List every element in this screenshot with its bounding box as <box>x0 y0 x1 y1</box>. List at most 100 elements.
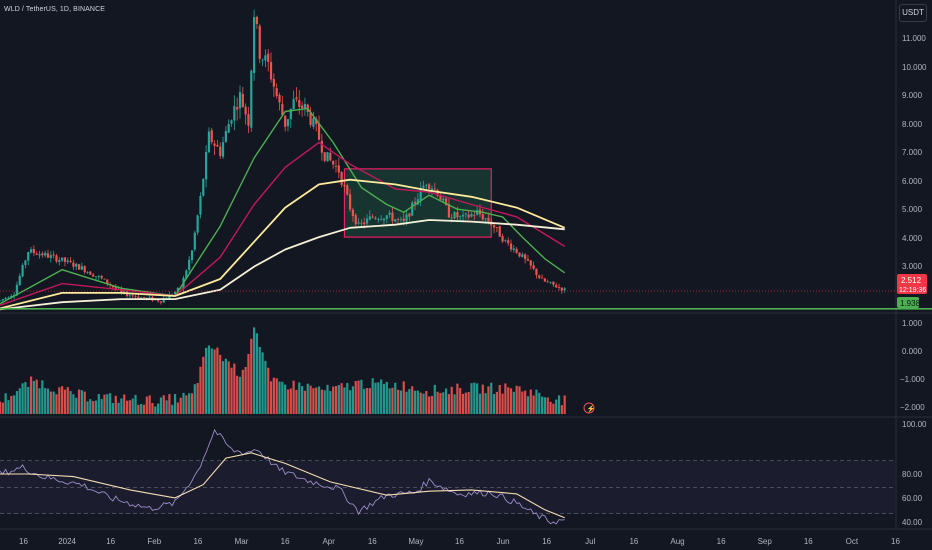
candle-body <box>199 196 202 215</box>
candle-body <box>346 185 349 195</box>
oscillator-tick: 1.000 <box>902 319 923 328</box>
oscillator-bar <box>374 382 377 414</box>
candle-body <box>58 260 61 262</box>
candle-body <box>360 222 363 224</box>
alert-marker-icon[interactable] <box>583 402 595 414</box>
oscillator-bar <box>103 394 106 414</box>
candle-body <box>94 276 98 278</box>
oscillator-bar <box>44 388 47 414</box>
candle-body <box>481 214 484 220</box>
oscillator-bar <box>442 392 445 414</box>
oscillator-axis[interactable]: 1.000 0.000 −1.000 −2.000 <box>900 319 925 412</box>
rsi-tick: 80.00 <box>902 470 923 479</box>
candle-body <box>422 185 425 188</box>
oscillator-bar <box>405 391 408 414</box>
candle-body <box>450 217 453 219</box>
oscillator-bar <box>157 403 160 414</box>
candle-body <box>86 272 89 273</box>
candle-body <box>411 202 414 216</box>
rsi-layer <box>0 428 565 525</box>
candle-body <box>44 252 47 256</box>
candle-body <box>100 275 103 279</box>
oscillator-bar <box>428 396 431 414</box>
oscillator-bar <box>495 391 499 414</box>
candle-body <box>515 248 518 253</box>
oscillator-bar <box>557 395 561 414</box>
oscillator-bar <box>134 394 137 414</box>
oscillator-bar <box>10 395 13 414</box>
oscillator-bar <box>69 391 72 414</box>
candle-body <box>470 214 473 217</box>
oscillator-bar <box>507 387 510 414</box>
candle-body <box>207 131 211 153</box>
candle-body <box>543 278 547 282</box>
price-axis[interactable]: 11.000 10.000 9.000 8.000 7.000 6.000 5.… <box>902 34 927 271</box>
time-tick: 16 <box>281 537 290 546</box>
oscillator-bar <box>145 396 148 414</box>
time-tick: 16 <box>891 537 900 546</box>
candle-body <box>464 213 467 215</box>
currency-button[interactable]: USDT <box>899 4 927 22</box>
candle-body <box>348 194 352 210</box>
price-tick: 3.000 <box>902 262 923 271</box>
oscillator-bar <box>80 390 83 414</box>
candle-body <box>15 284 19 296</box>
rsi-panel-bg <box>0 417 896 529</box>
oscillator-bar <box>77 389 81 414</box>
candle-body <box>159 301 163 303</box>
oscillator-bar <box>247 353 250 414</box>
oscillator-bar <box>535 389 538 414</box>
candle-body <box>55 255 58 262</box>
candle-body <box>552 281 555 285</box>
oscillator-bar <box>461 393 465 414</box>
symbol-title[interactable]: WLD / TetherUS, 1D, BINANCE <box>4 6 105 13</box>
oscillator-bar <box>86 401 89 414</box>
candle-body <box>540 277 544 279</box>
bar-countdown: 12:19:36 <box>899 287 926 294</box>
oscillator-bar <box>295 389 298 414</box>
candle-body <box>111 285 115 288</box>
candle-body <box>140 297 143 299</box>
oscillator-bar <box>450 386 453 414</box>
oscillator-layer <box>0 327 566 414</box>
oscillator-bar <box>385 381 388 414</box>
candle-body <box>357 222 360 224</box>
candle-body <box>340 172 343 185</box>
oscillator-bar <box>413 390 417 414</box>
candle-body <box>210 130 213 143</box>
candle-body <box>97 276 100 278</box>
candle-body <box>275 88 278 97</box>
candle-body <box>555 285 558 288</box>
oscillator-bar <box>0 401 2 414</box>
oscillator-bar <box>320 389 323 414</box>
price-tick: 9.000 <box>902 91 923 100</box>
time-axis[interactable]: 16 2024 16 Feb 16 Mar 16 Apr 16 May 16 Jun 16 Jul 16 Au… <box>19 537 900 546</box>
time-tick: 16 <box>629 537 638 546</box>
candle-body <box>402 218 405 222</box>
candle-body <box>535 268 538 276</box>
candle-body <box>188 259 191 270</box>
rsi-axis[interactable]: 100.00 80.00 60.00 40.00 <box>902 420 927 527</box>
rsi-ma-line <box>0 452 565 519</box>
oscillator-bar <box>111 403 115 414</box>
oscillator-bar <box>354 380 357 414</box>
oscillator-bar <box>365 388 369 414</box>
oscillator-bar <box>470 383 473 414</box>
time-tick: May <box>408 537 423 546</box>
moving-average-line <box>0 141 566 306</box>
last-price-value: 2.512 <box>901 276 922 285</box>
oscillator-bar <box>55 394 58 414</box>
oscillator-bar <box>269 381 273 414</box>
oscillator-bar <box>351 386 355 414</box>
oscillator-tick: 0.000 <box>902 347 923 356</box>
oscillator-bar <box>46 388 50 414</box>
candle-body <box>320 140 323 153</box>
oscillator-bar <box>368 388 371 414</box>
candle-body <box>213 143 216 146</box>
oscillator-bar <box>501 393 504 414</box>
oscillator-bar <box>250 338 253 414</box>
oscillator-bar <box>453 394 456 414</box>
candle-body <box>162 298 165 303</box>
oscillator-bar <box>484 393 487 414</box>
